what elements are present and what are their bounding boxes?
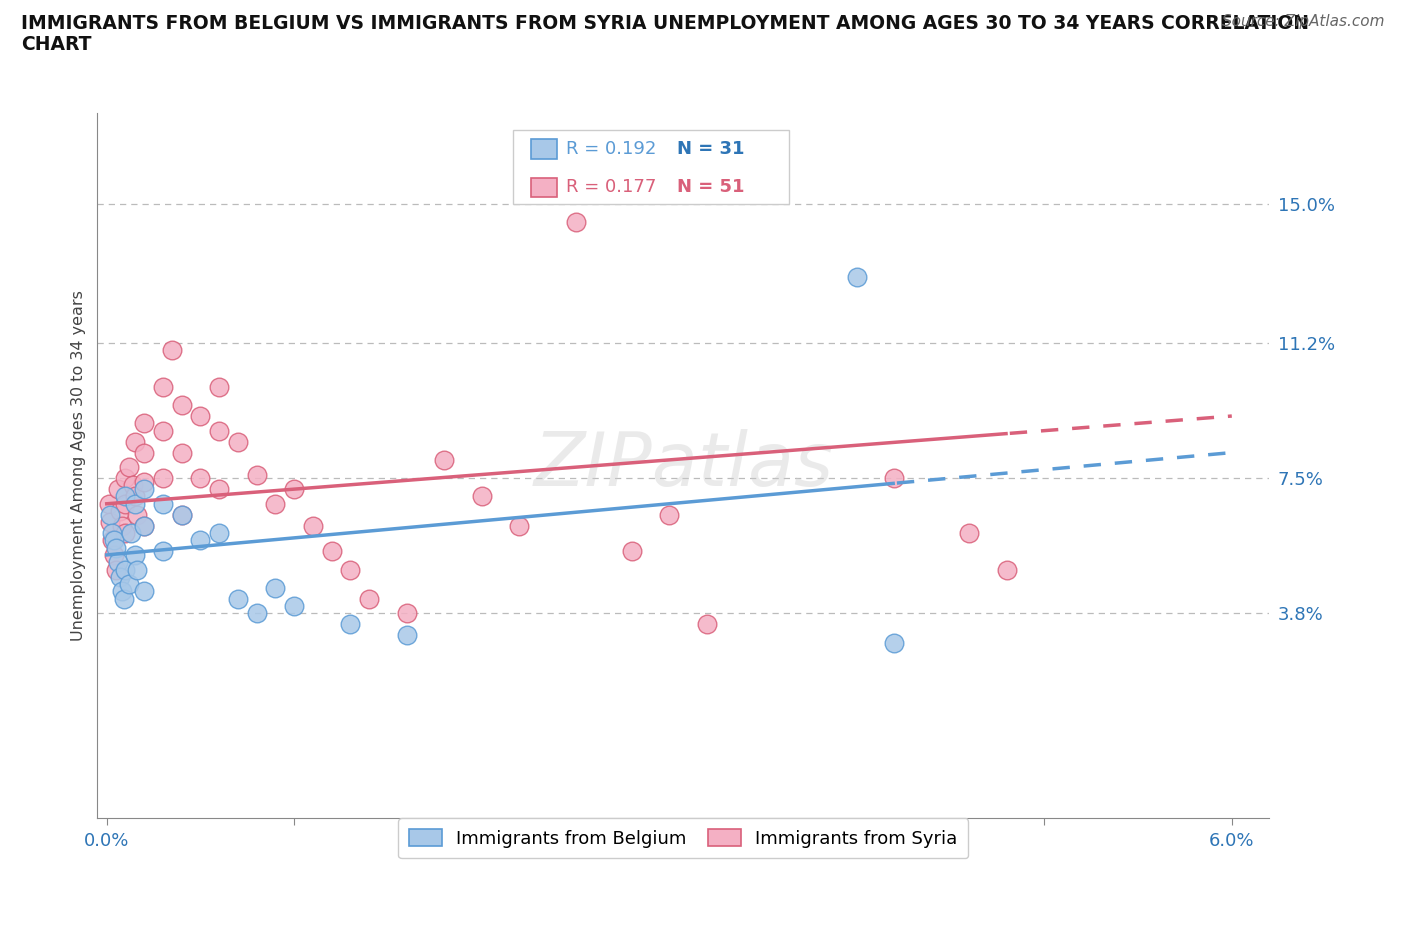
Point <box>658 507 681 522</box>
Point <box>134 518 156 533</box>
Text: N = 31: N = 31 <box>678 140 745 157</box>
Point <box>620 544 643 559</box>
Point <box>190 533 212 548</box>
Point <box>339 562 361 577</box>
Point <box>152 379 174 394</box>
Point <box>508 518 530 533</box>
Point <box>103 548 125 563</box>
Text: N = 51: N = 51 <box>678 179 745 196</box>
Point <box>112 591 135 606</box>
Point <box>134 474 156 489</box>
Point <box>134 518 156 533</box>
Point <box>321 544 343 559</box>
Point <box>170 398 193 413</box>
Point <box>264 580 287 595</box>
Point <box>283 599 305 614</box>
Point <box>134 445 156 460</box>
Point <box>162 343 184 358</box>
Point <box>101 525 124 540</box>
Text: IMMIGRANTS FROM BELGIUM VS IMMIGRANTS FROM SYRIA UNEMPLOYMENT AMONG AGES 30 TO 3: IMMIGRANTS FROM BELGIUM VS IMMIGRANTS FR… <box>21 14 1309 33</box>
Point <box>190 408 212 423</box>
Point <box>246 467 269 482</box>
Legend: Immigrants from Belgium, Immigrants from Syria: Immigrants from Belgium, Immigrants from… <box>398 818 969 858</box>
Y-axis label: Unemployment Among Ages 30 to 34 years: Unemployment Among Ages 30 to 34 years <box>72 290 86 641</box>
Point <box>103 533 125 548</box>
Point <box>100 507 122 522</box>
Point <box>226 591 249 606</box>
Point <box>696 617 718 631</box>
Point <box>134 416 156 431</box>
Point <box>134 584 156 599</box>
Point <box>395 606 418 621</box>
Point <box>246 606 269 621</box>
Point <box>100 514 122 529</box>
Point <box>302 518 325 533</box>
FancyBboxPatch shape <box>513 130 789 205</box>
Text: ZIPatlas: ZIPatlas <box>533 430 834 501</box>
Text: Source: ZipAtlas.com: Source: ZipAtlas.com <box>1222 14 1385 29</box>
Point <box>264 497 287 512</box>
Point <box>359 591 381 606</box>
Point <box>226 434 249 449</box>
Point <box>125 507 148 522</box>
FancyBboxPatch shape <box>531 139 557 158</box>
Point <box>170 507 193 522</box>
Point <box>114 489 136 504</box>
Point <box>883 471 905 485</box>
Point <box>208 379 231 394</box>
Point <box>883 635 905 650</box>
Point <box>190 471 212 485</box>
Point <box>97 497 120 512</box>
Point <box>152 544 174 559</box>
FancyBboxPatch shape <box>531 178 557 197</box>
Point <box>111 518 134 533</box>
Point <box>120 525 142 540</box>
Point <box>124 434 146 449</box>
Point <box>114 497 136 512</box>
Point <box>118 577 141 591</box>
Point <box>107 482 129 497</box>
Point <box>283 482 305 497</box>
Point <box>208 423 231 438</box>
Point <box>111 584 134 599</box>
Point <box>170 445 193 460</box>
Point <box>105 562 128 577</box>
Point <box>105 540 128 555</box>
Point <box>124 497 146 512</box>
Point <box>118 459 141 474</box>
Point <box>107 555 129 570</box>
Point <box>114 562 136 577</box>
Point <box>152 471 174 485</box>
Point <box>170 507 193 522</box>
Text: CHART: CHART <box>21 35 91 54</box>
Point <box>134 482 156 497</box>
Point <box>125 562 148 577</box>
Point <box>471 489 494 504</box>
Point <box>995 562 1018 577</box>
Point <box>564 215 586 230</box>
Point <box>122 478 145 493</box>
Point <box>108 569 131 584</box>
Point <box>339 617 361 631</box>
Point <box>152 497 174 512</box>
Point <box>395 628 418 643</box>
Point <box>845 270 868 285</box>
Text: R = 0.192: R = 0.192 <box>567 140 657 157</box>
Point <box>124 548 146 563</box>
Point <box>101 533 124 548</box>
Text: R = 0.177: R = 0.177 <box>567 179 657 196</box>
Point <box>208 525 231 540</box>
Point <box>124 489 146 504</box>
Point <box>208 482 231 497</box>
Point <box>114 525 136 540</box>
Point <box>152 423 174 438</box>
Point <box>108 504 131 519</box>
Point <box>957 525 980 540</box>
Point <box>114 471 136 485</box>
Point <box>433 453 456 468</box>
